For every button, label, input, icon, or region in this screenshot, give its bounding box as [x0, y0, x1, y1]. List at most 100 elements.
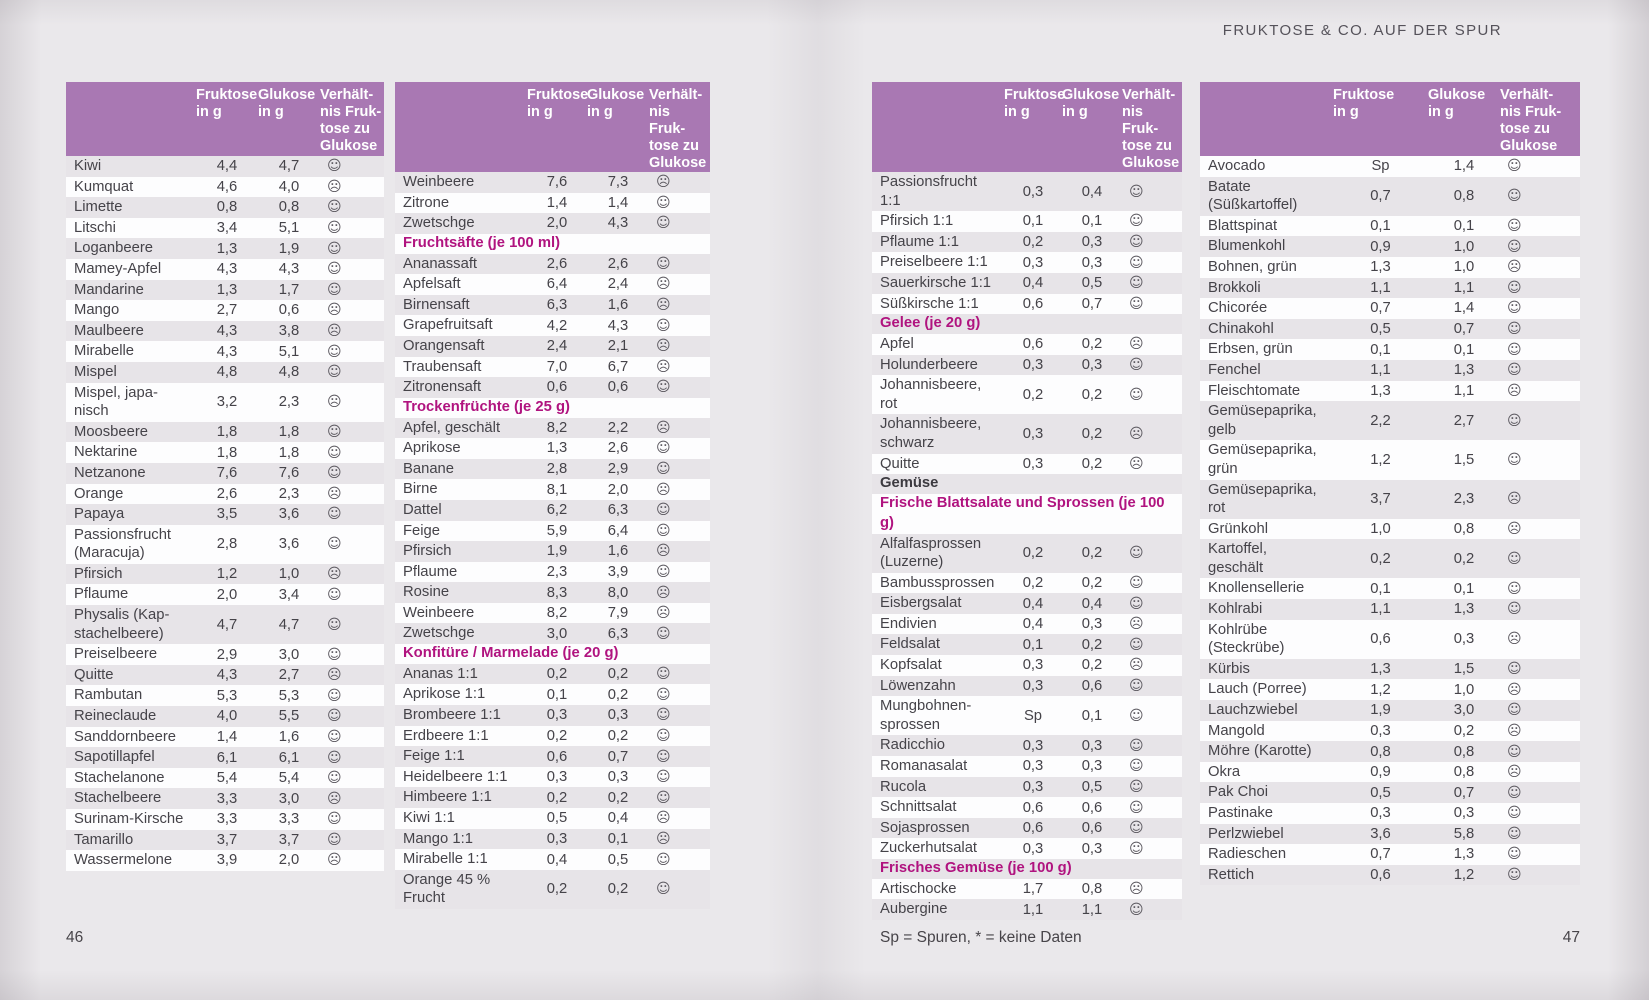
fructose-value: 3,2	[216, 394, 238, 411]
smiley-good-icon: ☺	[656, 789, 671, 806]
food-name: Rambutan	[74, 687, 143, 704]
table-row: Netzanone 7,6 7,6 ☺	[66, 462, 384, 484]
smiley-good-icon: ☺	[656, 851, 671, 868]
glucose-value: 0,8	[1453, 743, 1475, 760]
glucose-value: 0,2	[1081, 425, 1103, 442]
glucose-value: 0,7	[1453, 321, 1475, 338]
smiley-good-icon: ☺	[656, 707, 671, 724]
glucose-value: 0,3	[1081, 234, 1103, 251]
table-row: Mirabelle 1:1 0,4 0,5 ☺	[395, 849, 710, 870]
table-row: Mango 1:1 0,3 0,1 ☹	[395, 828, 710, 850]
fructose-value: 0,3	[1022, 425, 1044, 442]
fructose-value: 0,3	[546, 830, 568, 847]
food-name: Zuckerhutsalat	[880, 840, 978, 857]
food-name: Weinbeere	[403, 604, 475, 621]
glucose-value: 2,2	[607, 419, 629, 436]
fructose-value: 0,5	[546, 810, 568, 827]
food-name: Nektarine	[74, 444, 138, 461]
fructose-value: 1,2	[1370, 451, 1391, 468]
glucose-value: 7,3	[607, 174, 629, 191]
table-row: Radieschen 0,7 1,3 ☺	[1200, 844, 1580, 865]
smiley-good-icon: ☺	[1129, 254, 1144, 271]
smiley-good-icon: ☺	[656, 440, 671, 457]
food-name: Fenchel	[1208, 361, 1261, 378]
section-header-row: Konfitüre / Marmelade (je 20 g)	[395, 644, 710, 664]
fructose-value: 1,1	[1370, 601, 1391, 618]
food-name: Passionsfrucht (Maracuja)	[74, 526, 172, 562]
fructose-value: 5,4	[216, 770, 238, 787]
food-name: Heidelbeere 1:1	[403, 768, 508, 785]
table-row: Birnensaft 6,3 1,6 ☹	[395, 294, 710, 316]
glucose-value: 0,7	[607, 748, 629, 765]
fructose-value: 1,1	[1370, 279, 1391, 296]
table-row: Dattel 6,2 6,3 ☺	[395, 499, 710, 521]
food-name: Wassermelone	[74, 852, 173, 869]
smiley-good-icon: ☺	[656, 379, 671, 396]
glucose-value: 0,3	[1081, 616, 1103, 633]
fructose-value: 0,3	[1022, 778, 1044, 795]
smiley-good-icon: ☺	[1507, 279, 1522, 296]
table-row: Batate (Süßkartoffel) 0,7 0,8 ☺	[1200, 176, 1580, 216]
table-row: Kiwi 1:1 0,5 0,4 ☹	[395, 808, 710, 829]
smiley-good-icon: ☺	[1507, 341, 1522, 358]
glucose-value: 1,0	[278, 566, 300, 583]
table-row: Fenchel 1,1 1,3 ☺	[1200, 359, 1580, 381]
glucose-value: 2,7	[1453, 412, 1475, 429]
food-name: Mandarine	[74, 281, 144, 298]
table-row: Apfelsaft 6,4 2,4 ☹	[395, 274, 710, 295]
fructose-value: 0,3	[1022, 254, 1044, 271]
glucose-value: 2,7	[278, 667, 300, 684]
food-name: Erdbeere 1:1	[403, 727, 489, 744]
glucose-value: 1,1	[1081, 901, 1103, 918]
column-fructose-header: Fruktose in g	[527, 87, 589, 120]
food-name: Bohnen, grün	[1208, 258, 1297, 275]
smiley-good-icon: ☺	[1507, 550, 1522, 567]
food-name: Pastinake	[1208, 805, 1273, 821]
glucose-value: 0,3	[1081, 840, 1103, 857]
smiley-good-icon: ☺	[1507, 661, 1522, 678]
fructose-value: 4,3	[216, 323, 238, 340]
food-name: Feige	[403, 522, 441, 539]
fructose-value: 2,0	[546, 215, 568, 232]
table-row: Bambussprossen 0,2 0,2 ☺	[872, 572, 1182, 594]
column-fructose-header: Fruktose in g	[196, 87, 258, 120]
smiley-good-icon: ☺	[656, 317, 671, 334]
fructose-value: 0,5	[1370, 321, 1391, 338]
fructose-value: 0,7	[1370, 846, 1391, 863]
smiley-good-icon: ☺	[1507, 743, 1522, 760]
glucose-value: 0,4	[607, 810, 629, 827]
food-name: Pfirsich	[403, 543, 452, 560]
fructose-value: 4,6	[216, 178, 238, 195]
glucose-value: 4,3	[278, 261, 300, 278]
glucose-value: 0,1	[1081, 213, 1103, 230]
table-row: Endivien 0,4 0,3 ☹	[872, 613, 1182, 635]
food-name: Radieschen	[1208, 846, 1287, 863]
table-row: Apfel, geschält 8,2 2,2 ☹	[395, 417, 710, 439]
glucose-value: 1,9	[278, 240, 300, 257]
fructose-value: 1,4	[216, 728, 238, 745]
glucose-value: 0,8	[1453, 764, 1475, 781]
glucose-value: 0,2	[607, 666, 629, 683]
column-ratio-header: Verhält- nis Fruk- tose zu Glukose	[320, 87, 382, 154]
fructose-value: 0,1	[1370, 580, 1391, 597]
fructose-value: 0,2	[1370, 550, 1391, 567]
page-number-left: 46	[66, 929, 84, 946]
table-row: Pfirsich 1:1 0,1 0,1 ☺	[872, 211, 1182, 232]
fructose-value: 0,1	[546, 686, 568, 703]
smiley-good-icon: ☺	[327, 708, 342, 725]
table-row: Stachelanone 5,4 5,4 ☺	[66, 767, 384, 789]
food-name: Passionsfrucht 1:1	[880, 174, 978, 209]
fructose-value: 0,7	[1370, 188, 1391, 205]
food-name: Pfirsich	[74, 565, 123, 582]
glucose-value: 2,4	[607, 276, 629, 293]
food-name: Sojasprossen	[880, 819, 970, 836]
food-name: Okra	[1208, 763, 1241, 780]
fructose-value: 6,1	[216, 749, 238, 766]
smiley-good-icon: ☺	[656, 748, 671, 765]
smiley-good-icon: ☺	[1507, 362, 1522, 379]
smiley-bad-icon: ☹	[656, 338, 671, 355]
fructose-value: 1,4	[546, 194, 568, 211]
fructose-value: 6,2	[546, 502, 568, 519]
food-name: Kohlrübe (Steckrübe)	[1208, 621, 1285, 657]
glucose-value: 3,4	[278, 586, 300, 603]
